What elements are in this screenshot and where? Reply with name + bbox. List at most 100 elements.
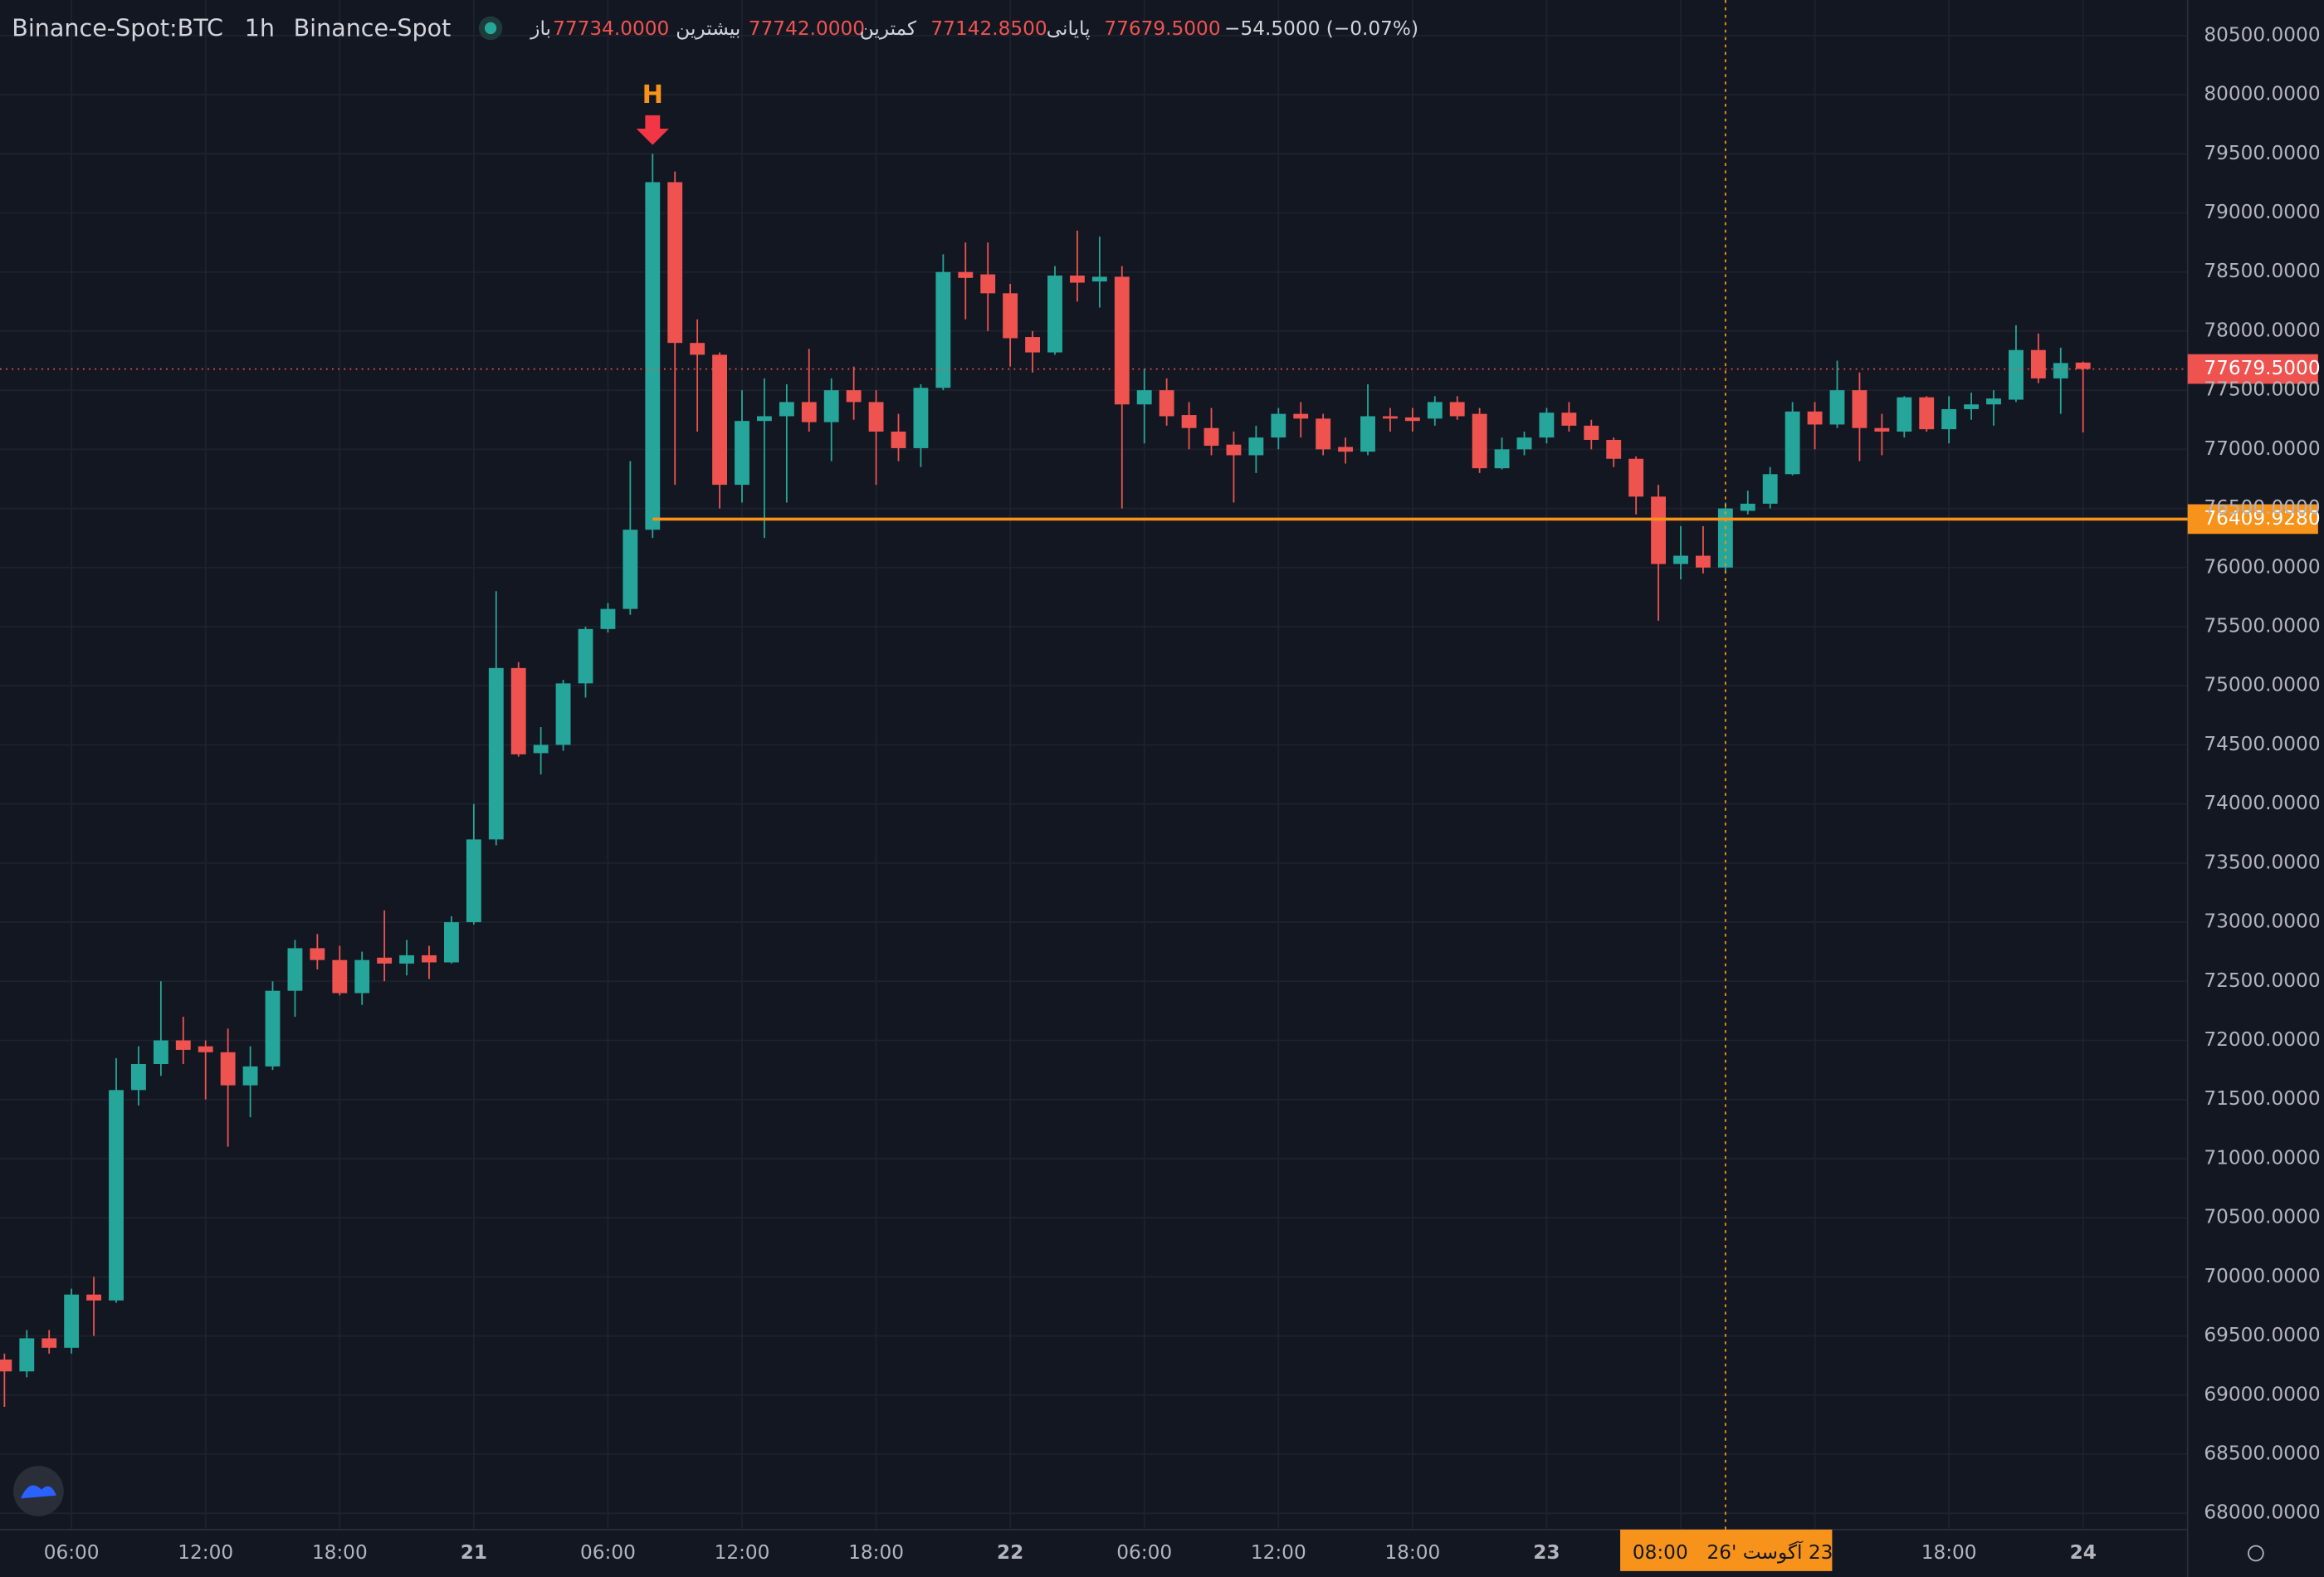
candle-body xyxy=(42,1338,57,1348)
candle-body xyxy=(1091,276,1107,282)
y-tick-label: 69500.0000 xyxy=(2204,1324,2320,1346)
candle-body xyxy=(2009,349,2024,400)
candle-body xyxy=(1070,275,1085,283)
candle-body xyxy=(1651,496,1667,564)
y-tick-label: 79000.0000 xyxy=(2204,201,2320,223)
candle-body xyxy=(712,354,727,486)
candle-body xyxy=(1852,390,1868,428)
candle-body xyxy=(2030,349,2046,378)
x-tick-label: 24 xyxy=(2070,1541,2097,1564)
grid xyxy=(0,0,2188,1530)
candle-body xyxy=(1829,390,1845,425)
settings-icon[interactable] xyxy=(2248,1545,2264,1562)
candle-body xyxy=(1404,417,1420,422)
candle-body xyxy=(1919,397,1935,430)
candle-body xyxy=(667,182,683,344)
x-tick-label: 18:00 xyxy=(312,1541,368,1564)
candle-body xyxy=(1584,425,1599,440)
candle-body xyxy=(1472,413,1487,469)
y-tick-label: 72500.0000 xyxy=(2204,969,2320,992)
candle-body xyxy=(980,274,996,294)
candle-body xyxy=(1293,413,1309,419)
candle-body xyxy=(466,839,481,923)
candle-body xyxy=(1673,555,1688,564)
candle-body xyxy=(1248,437,1264,456)
y-tick-label: 70500.0000 xyxy=(2204,1206,2320,1228)
candle-body xyxy=(444,922,459,963)
y-tick-label: 71500.0000 xyxy=(2204,1087,2320,1110)
legend-value: 77742.0000 xyxy=(749,17,865,40)
y-tick-label: 72000.0000 xyxy=(2204,1028,2320,1051)
y-tick-label: 73000.0000 xyxy=(2204,911,2320,933)
candle-body xyxy=(153,1040,168,1064)
candle-body xyxy=(198,1046,213,1052)
legend-label: کمترین xyxy=(860,17,917,40)
crosshair-label-bg xyxy=(1620,1529,1833,1571)
candle-body xyxy=(533,745,549,754)
candle-body xyxy=(1427,402,1443,419)
x-tick-label: 12:00 xyxy=(178,1541,233,1564)
candle-body xyxy=(377,957,393,964)
candle-body xyxy=(1897,397,1912,432)
y-tick-label: 75000.0000 xyxy=(2204,674,2320,696)
candle-body xyxy=(779,402,794,417)
candle-body xyxy=(422,954,437,963)
y-tick-label: 76000.0000 xyxy=(2204,555,2320,578)
candle-body xyxy=(1136,390,1152,405)
x-tick-label: 18:00 xyxy=(848,1541,904,1564)
candle-body xyxy=(846,390,862,403)
candle-body xyxy=(2053,363,2068,378)
candle-body xyxy=(1383,416,1398,419)
interval[interactable]: 1h xyxy=(245,14,275,42)
legend-label: بیشترین xyxy=(676,17,740,40)
candle-body xyxy=(175,1040,191,1050)
symbol[interactable]: Binance-Spot:BTC xyxy=(12,14,223,42)
candle-body xyxy=(645,182,661,530)
candle-body xyxy=(868,402,884,432)
legend-value: 77734.0000 xyxy=(553,17,669,40)
candle-body xyxy=(1181,415,1197,428)
candle-body xyxy=(399,954,414,964)
candle-body xyxy=(354,959,370,994)
candle-body xyxy=(131,1063,146,1091)
candle-body xyxy=(1874,427,1890,432)
candle-body xyxy=(1695,555,1711,568)
candle-body xyxy=(109,1090,124,1301)
last-price-bg xyxy=(2187,354,2318,384)
logo-icon xyxy=(21,1485,56,1499)
candle-body xyxy=(1494,449,1510,469)
x-tick-label: 18:00 xyxy=(1384,1541,1440,1564)
candle-body xyxy=(1271,413,1286,438)
y-tick-label: 70000.0000 xyxy=(2204,1265,2320,1287)
candle-body xyxy=(622,530,638,609)
candle-body xyxy=(287,948,303,991)
candle-body xyxy=(891,431,906,448)
candle-body xyxy=(735,421,749,486)
candle-body xyxy=(1516,437,1532,450)
y-tick-label: 77500.0000 xyxy=(2204,378,2320,401)
y-tick-label: 78000.0000 xyxy=(2204,319,2320,341)
y-tick-label: 79500.0000 xyxy=(2204,142,2320,164)
y-tick-label: 78500.0000 xyxy=(2204,260,2320,282)
candle-body xyxy=(1986,398,2001,405)
candle-body xyxy=(600,608,616,629)
candle-body xyxy=(913,388,929,448)
candle-body xyxy=(310,948,325,960)
crosshair-time: 08:00 xyxy=(1633,1541,1688,1564)
status-dot xyxy=(484,22,497,35)
y-tick-label: 80500.0000 xyxy=(2204,23,2320,46)
candle-body xyxy=(1360,416,1375,452)
x-tick-label: 06:00 xyxy=(1116,1541,1172,1564)
y-tick-label: 71000.0000 xyxy=(2204,1146,2320,1169)
legend-label: باز xyxy=(530,17,551,40)
candle-body xyxy=(823,390,839,422)
y-tick-label: 73500.0000 xyxy=(2204,851,2320,873)
candle-body xyxy=(19,1338,35,1372)
x-tick-label: 18:00 xyxy=(1921,1541,1977,1564)
candle-body xyxy=(220,1052,236,1086)
marker-arrow xyxy=(636,115,669,145)
candle-body xyxy=(1003,293,1018,339)
